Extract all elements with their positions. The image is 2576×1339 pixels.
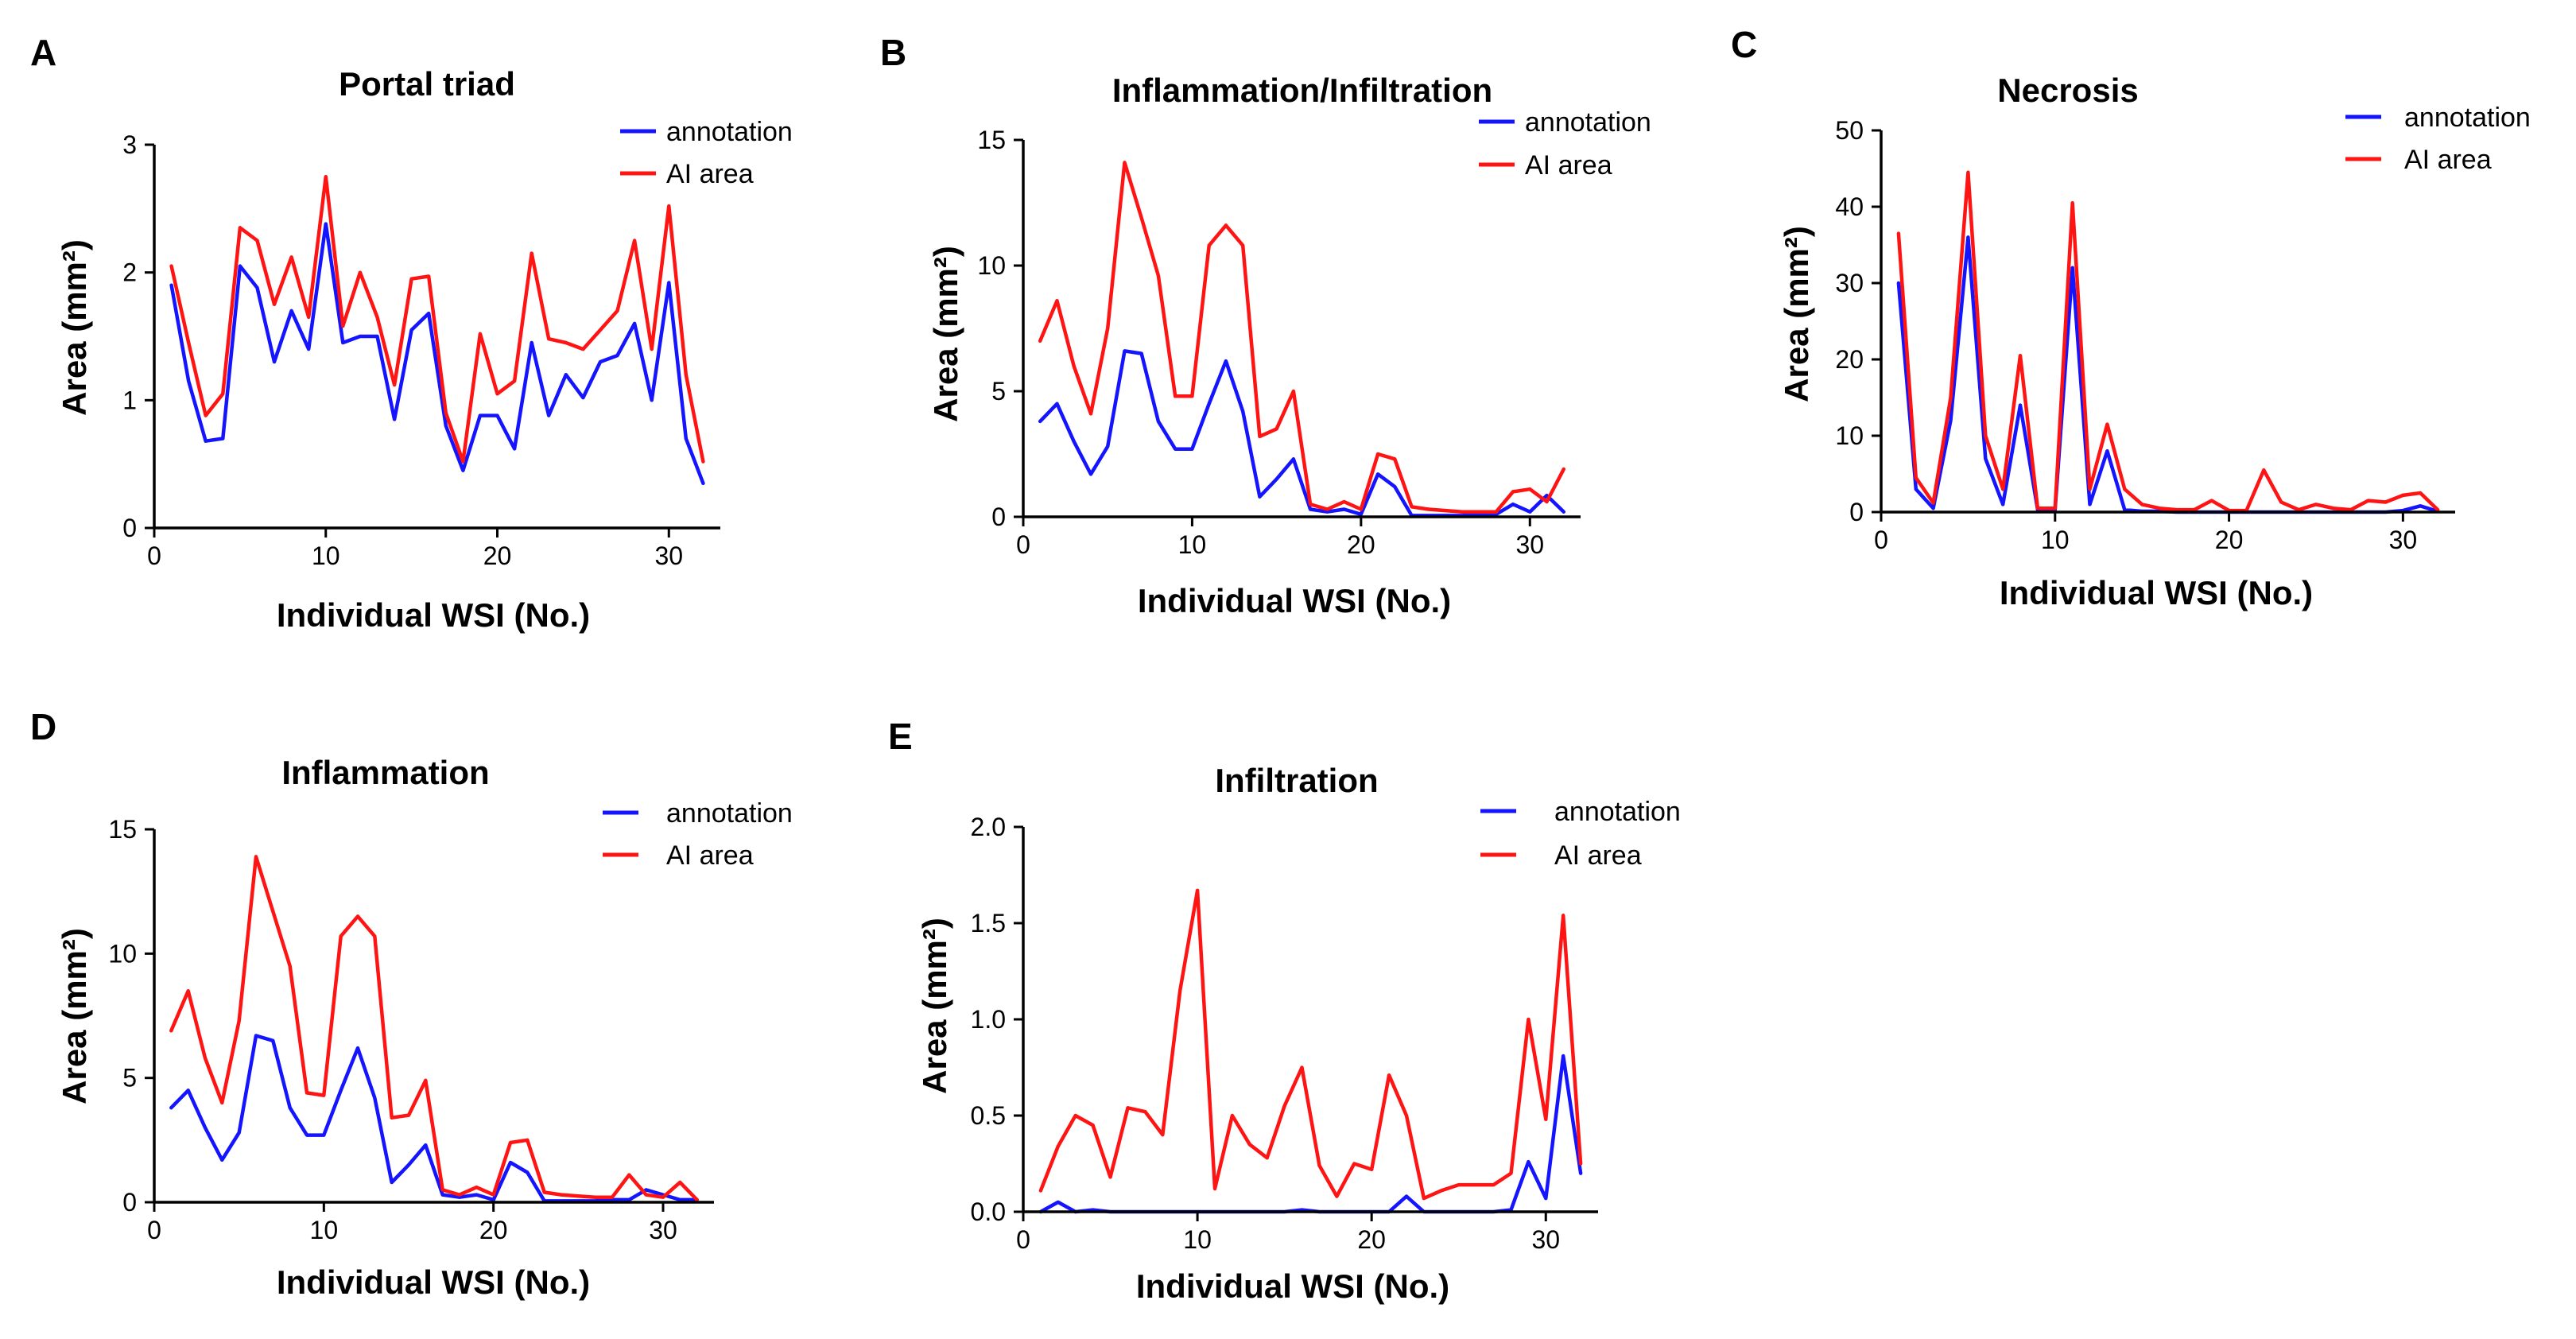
legend: annotation AI area [1479,107,1651,180]
y-tick-label: 10 [108,939,137,968]
x-axis-label: Individual WSI (No.) [1136,1267,1449,1305]
legend-label-annotation: annotation [666,798,793,829]
plot-area: 0 10 20 30 0.0 0.5 1.0 1.5 2.0 [971,813,1598,1254]
legend-label-annotation: annotation [666,117,793,147]
y-tick-label: 1 [122,386,137,414]
legend: annotation AI area [1480,797,1681,871]
x-axis-label: Individual WSI (No.) [277,1263,590,1301]
x-tick-label: 20 [483,541,512,570]
y-tick-label: 0 [122,514,137,542]
legend-label-annotation: annotation [1554,797,1681,827]
x-tick-label: 10 [1178,530,1207,559]
y-tick-label: 50 [1835,116,1864,145]
x-tick-label: 10 [2041,526,2070,554]
series-line-annotation [169,222,705,486]
plot-area: 0 10 20 30 0 5 10 15 [977,126,1581,559]
y-tick-label: 0.0 [971,1197,1006,1226]
x-tick-label: 20 [1357,1225,1386,1254]
y-tick-label: 15 [977,126,1006,154]
y-tick-label: 10 [977,251,1006,280]
y-tick-label: 1.5 [971,909,1006,937]
y-axis-label: Area (mm²) [916,918,953,1094]
legend-label-annotation: annotation [2404,103,2531,133]
x-tick-label: 10 [310,1216,339,1244]
legend-label-ai-area: AI area [666,840,754,871]
chart-title: Infiltration [1215,762,1378,799]
series-line-ai-area [1038,161,1566,514]
x-tick-label: 0 [1874,526,1888,554]
y-tick-label: 15 [108,815,137,844]
x-tick-label: 20 [479,1216,508,1244]
y-axis-label: Area (mm²) [1778,226,1815,402]
series-line-ai-area [169,855,699,1202]
panel-e: E Infiltration Area (mm²) Individual WSI… [888,716,1681,1305]
chart-title: Portal triad [339,65,515,103]
y-axis-label: Area (mm²) [56,239,93,416]
panel-letter: D [30,706,56,747]
y-axis-label: Area (mm²) [927,246,964,422]
x-tick-label: 30 [654,541,683,570]
y-tick-label: 5 [991,377,1006,406]
y-tick-label: 3 [122,130,137,159]
legend-label-ai-area: AI area [2404,145,2492,175]
x-tick-label: 0 [147,1216,161,1244]
legend-label-ai-area: AI area [1525,150,1612,180]
x-axis-label: Individual WSI (No.) [2000,574,2313,611]
x-tick-label: 20 [2215,526,2244,554]
y-tick-label: 0 [1849,498,1864,526]
y-tick-label: 20 [1835,345,1864,374]
x-tick-label: 0 [147,541,161,570]
y-tick-label: 30 [1835,269,1864,297]
chart-title: Necrosis [1997,72,2138,109]
x-tick-label: 30 [649,1216,677,1244]
x-tick-label: 20 [1347,530,1375,559]
plot-area: 0 10 20 30 0 10 20 30 40 50 [1835,116,2455,554]
x-tick-label: 0 [1016,1225,1030,1254]
y-tick-label: 40 [1835,192,1864,221]
x-tick-label: 10 [312,541,340,570]
panel-letter: B [880,32,906,73]
x-axis-label: Individual WSI (No.) [277,596,590,634]
panel-c: C Necrosis Area (mm²) Individual WSI (No… [1731,24,2531,611]
panel-letter: E [888,716,913,757]
panel-b: B Inflammation/Infiltration Area (mm²) I… [880,32,1651,619]
panel-a: A Portal triad Area (mm²) Individual WSI… [30,32,793,634]
x-axis-label: Individual WSI (No.) [1138,582,1451,619]
y-tick-label: 5 [122,1064,137,1093]
panel-letter: C [1731,24,1757,65]
y-tick-label: 2.0 [971,813,1006,841]
x-tick-label: 30 [2389,526,2418,554]
y-tick-label: 10 [1835,421,1864,450]
y-tick-label: 0.5 [971,1101,1006,1130]
chart-title: Inflammation [281,754,489,791]
series-line-ai-area [1896,170,2440,513]
legend: annotation AI area [620,117,793,189]
x-tick-label: 30 [1531,1225,1560,1254]
x-tick-label: 0 [1016,530,1030,559]
x-tick-label: 30 [1515,530,1544,559]
legend-label-ai-area: AI area [1554,840,1642,871]
panel-letter: A [30,32,56,73]
y-tick-label: 1.0 [971,1005,1006,1034]
series-line-annotation [169,1034,699,1203]
y-tick-label: 2 [122,258,137,287]
legend: annotation AI area [2345,103,2531,175]
plot-area: 0 10 20 30 0 5 10 15 [108,815,714,1244]
series-line-annotation [1038,349,1566,518]
plot-area: 0 10 20 30 0 1 2 3 [122,130,720,570]
legend: annotation AI area [603,798,793,871]
panel-d: D Inflammation Area (mm²) Individual WSI… [30,706,793,1301]
chart-title: Inflammation/Infiltration [1112,72,1492,109]
legend-label-annotation: annotation [1525,107,1651,138]
y-axis-label: Area (mm²) [56,928,93,1104]
x-tick-label: 10 [1183,1225,1212,1254]
legend-label-ai-area: AI area [666,159,754,189]
series-line-ai-area [169,174,705,464]
y-tick-label: 0 [991,503,1006,531]
series-line-ai-area [1038,888,1583,1201]
y-tick-label: 0 [122,1188,137,1217]
